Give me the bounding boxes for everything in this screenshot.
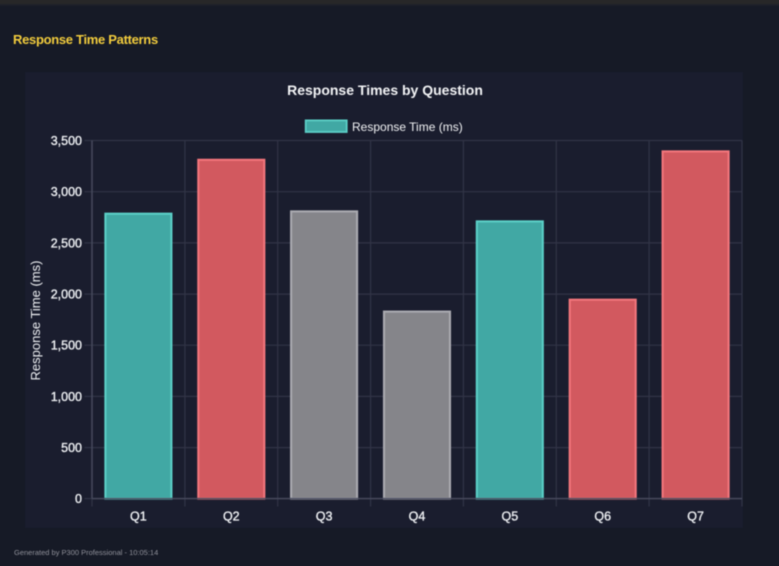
svg-text:Response Time (ms): Response Time (ms): [352, 120, 463, 134]
svg-text:2,000: 2,000: [51, 288, 82, 302]
svg-text:Q4: Q4: [409, 510, 426, 524]
svg-text:Q7: Q7: [687, 510, 704, 524]
svg-text:3,000: 3,000: [51, 185, 82, 199]
svg-text:0: 0: [75, 492, 82, 506]
svg-text:Response Times by Question: Response Times by Question: [287, 82, 483, 98]
svg-text:2,500: 2,500: [51, 236, 82, 250]
svg-text:Q3: Q3: [316, 510, 333, 524]
svg-text:1,000: 1,000: [51, 390, 82, 404]
svg-text:1,500: 1,500: [51, 339, 82, 353]
svg-text:Q2: Q2: [223, 510, 240, 524]
svg-text:500: 500: [61, 441, 82, 455]
svg-text:Q1: Q1: [130, 510, 147, 524]
svg-text:3,500: 3,500: [51, 134, 82, 148]
svg-text:Response Time (ms): Response Time (ms): [28, 261, 43, 381]
svg-text:Q5: Q5: [502, 510, 519, 524]
svg-text:Q6: Q6: [594, 510, 611, 524]
